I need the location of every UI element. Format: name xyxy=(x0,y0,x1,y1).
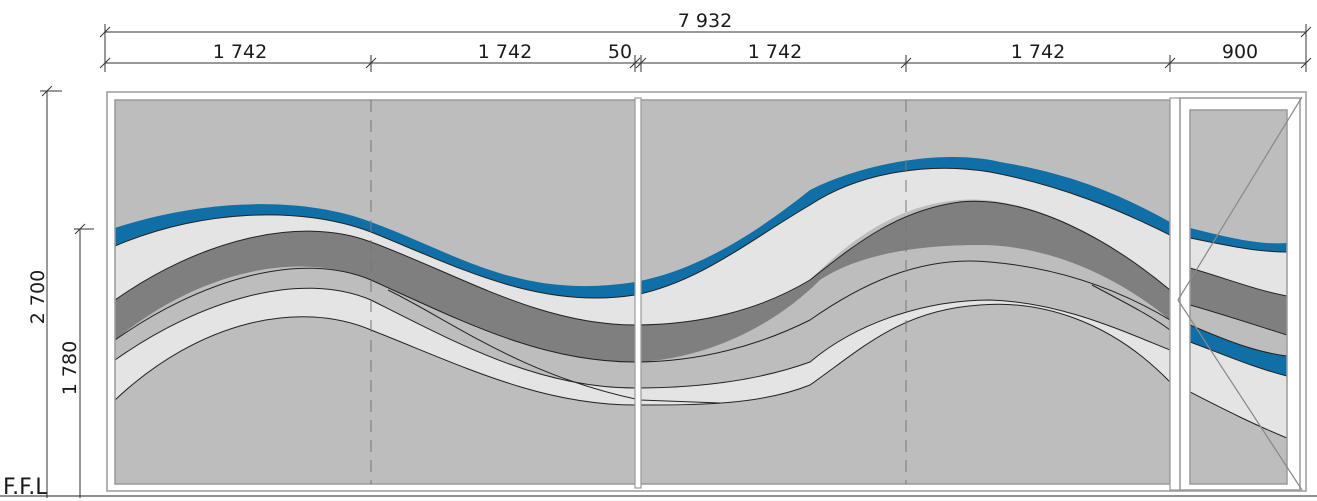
segment-dimensions: 1 742 1 742 50 1 742 1 742 900 xyxy=(99,41,1312,72)
sub-height-label: 1 780 xyxy=(59,341,81,395)
segment-label-1: 1 742 xyxy=(213,41,267,63)
door-frame xyxy=(1169,96,1303,491)
mural-artwork xyxy=(115,100,1170,484)
floor-label: F.F.L xyxy=(3,475,48,500)
segment-label-6: 900 xyxy=(1222,41,1258,63)
module-dashed-lines xyxy=(370,100,907,484)
segment-label-5: 1 742 xyxy=(1011,41,1065,63)
door-swing-line-bottom xyxy=(1177,299,1303,491)
door-swing-line-top xyxy=(1177,96,1303,301)
mid-band xyxy=(115,260,1170,388)
height-label: 2 700 xyxy=(27,270,49,324)
height-dimension: 2 700 xyxy=(27,85,62,498)
light-band-bottom xyxy=(115,288,1170,405)
center-mullion xyxy=(634,97,642,489)
segment-label-2: 1 742 xyxy=(478,41,532,63)
sub-height-dimension: 1 780 xyxy=(59,223,94,498)
door-artwork xyxy=(1190,110,1287,484)
overall-dimension: 7 932 xyxy=(99,10,1312,72)
overall-width-label: 7 932 xyxy=(678,10,732,32)
floor-line: F.F.L xyxy=(0,475,1317,500)
segment-label-3: 50 xyxy=(608,41,632,63)
segment-label-4: 1 742 xyxy=(748,41,802,63)
